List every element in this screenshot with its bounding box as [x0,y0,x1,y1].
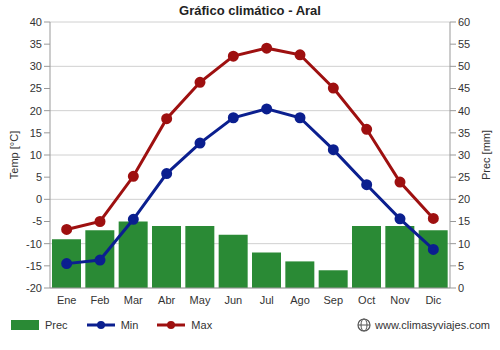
svg-text:Ago: Ago [290,294,310,306]
html-text:Max: Max [191,319,213,331]
svg-text:Nov: Nov [390,294,410,306]
svg-text:10: 10 [458,238,470,250]
svg-text:50: 50 [458,60,470,72]
svg-text:-10: -10 [26,238,42,250]
svg-text:-20: -20 [26,282,42,294]
svg-text:15: 15 [458,215,470,227]
svg-text:-5: -5 [32,215,42,227]
svg-text:Oct: Oct [358,294,375,306]
svg-text:0: 0 [458,282,464,294]
html-text:www.climasyviajes.com: www.climasyviajes.com [375,319,490,331]
svg-text:30: 30 [458,149,470,161]
svg-text:Jun: Jun [224,294,242,306]
svg-text:5: 5 [458,260,464,272]
svg-text:25: 25 [30,82,42,94]
svg-text:60: 60 [458,16,470,28]
svg-text:40: 40 [30,16,42,28]
svg-text:45: 45 [458,82,470,94]
svg-text:-15: -15 [26,260,42,272]
svg-text:35: 35 [458,127,470,139]
html-text:Gráfico climático - Aral: Gráfico climático - Aral [179,3,321,18]
svg-text:Abr: Abr [158,294,175,306]
svg-text:May: May [190,294,211,306]
svg-text:Dic: Dic [425,294,441,306]
svg-text:10: 10 [30,149,42,161]
html-text:Prec: Prec [45,319,68,331]
svg-text:0: 0 [36,193,42,205]
svg-text:Jul: Jul [260,294,274,306]
svg-text:Temp [°C]: Temp [°C] [8,131,20,179]
svg-text:20: 20 [458,193,470,205]
svg-text:Prec [mm]: Prec [mm] [480,130,492,180]
svg-text:15: 15 [30,127,42,139]
svg-text:Sep: Sep [324,294,344,306]
svg-text:5: 5 [36,171,42,183]
svg-text:25: 25 [458,171,470,183]
svg-text:Mar: Mar [124,294,143,306]
svg-text:35: 35 [30,38,42,50]
svg-text:20: 20 [30,105,42,117]
svg-text:40: 40 [458,105,470,117]
svg-text:Ene: Ene [57,294,77,306]
svg-text:Feb: Feb [91,294,110,306]
html-text:Min: Min [120,319,139,331]
svg-text:30: 30 [30,60,42,72]
svg-text:55: 55 [458,38,470,50]
